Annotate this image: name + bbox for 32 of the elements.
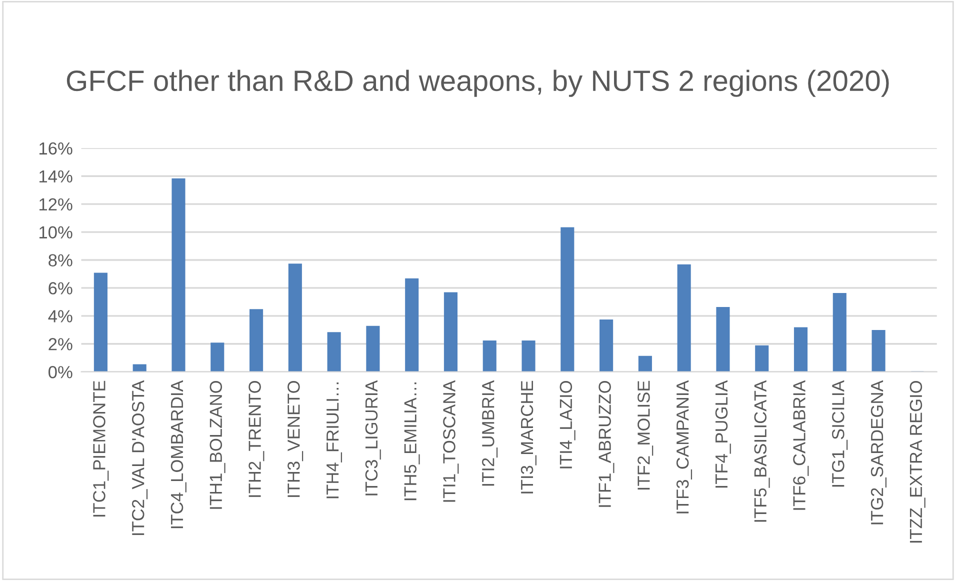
x-tick-label: ITI2_UMBRIA	[482, 380, 498, 486]
x-tick-label: ITH3_VENETO	[288, 381, 304, 497]
x-tick-label: ITZZ_EXTRA REGIO	[910, 381, 926, 543]
y-tick-label: 14%	[40, 170, 72, 183]
y-tick-label: 4%	[48, 310, 72, 322]
x-tick-label: ITF2_MOLISE	[638, 380, 654, 490]
y-tick-label: 16%	[40, 142, 72, 155]
x-tick-label: ITH1_BOLZANO	[210, 381, 226, 509]
x-tick-label: ITF3_CAMPANIA	[676, 380, 692, 514]
x-tick-label: ITG1_SICILIA	[832, 380, 848, 487]
x-tick-label: ITI1_TOSCANA	[443, 380, 459, 502]
x-tick-label: ITH2_TRENTO	[248, 381, 264, 497]
x-tick-label: ITF6_CALABRIA	[793, 380, 809, 510]
x-tick-label: ITH4_FRIULI…	[326, 382, 342, 498]
y-tick-label: 0%	[48, 366, 72, 378]
y-tick-label: 2%	[48, 338, 72, 350]
x-tick-label: ITC2_VAL D'AOSTA	[132, 380, 148, 535]
x-tick-label: ITF4_PUGLIA	[715, 380, 731, 488]
x-tick-label: ITF5_BASILICATA	[754, 380, 770, 522]
x-tick-label: ITH5_EMILIA…	[404, 382, 420, 500]
x-tick-label: ITC1_PIEMONTE	[93, 380, 109, 517]
x-tick-label: ITI4_LAZIO	[560, 381, 576, 468]
y-tick-label: 8%	[48, 254, 72, 266]
y-tick-label: 10%	[40, 226, 72, 238]
y-tick-label: 6%	[48, 282, 72, 294]
x-tick-label: ITC4_LOMBARDIA	[170, 380, 186, 528]
x-tick-label: ITF1_ABRUZZO	[598, 381, 614, 507]
chart-title: GFCF other than R&D and weapons, by NUTS 2 regions (2020)	[66, 70, 889, 97]
y-tick-label: 12%	[40, 198, 72, 210]
x-tick-label: ITI3_MARCHE	[520, 380, 536, 494]
x-tick-label: ITG2_SARDEGNA	[870, 380, 886, 524]
x-tick-label: ITC3_LIGURIA	[365, 380, 381, 496]
